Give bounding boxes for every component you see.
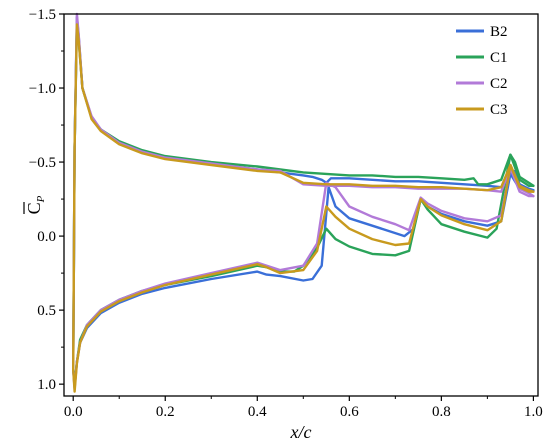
x-axis-label: x/c bbox=[290, 422, 312, 442]
y-axis-label-main: C bbox=[24, 202, 44, 214]
plot-lines bbox=[72, 12, 535, 393]
y-axis-label-subscript: P bbox=[35, 195, 47, 203]
series-line-c2-lower bbox=[72, 166, 535, 390]
x-tick-label: 0.0 bbox=[64, 404, 83, 420]
series-line-c2-upper bbox=[72, 12, 535, 371]
series-line-c3-lower bbox=[72, 163, 535, 393]
series-line-b2-upper bbox=[72, 15, 535, 371]
x-axis-ticks: 0.0 0.2 0.4 0.6 0.8 1.0 bbox=[64, 396, 543, 420]
x-tick-label: 1.0 bbox=[524, 404, 543, 420]
legend: B2 C1 C2 C3 bbox=[456, 24, 508, 118]
y-axis-label-group: CP bbox=[23, 195, 47, 214]
legend-label-c2: C2 bbox=[490, 76, 508, 92]
x-tick-label: 0.2 bbox=[156, 404, 175, 420]
series-line-c3-upper bbox=[72, 23, 535, 371]
y-tick-label: −1.0 bbox=[29, 81, 56, 97]
y-tick-label: 0.0 bbox=[37, 229, 56, 245]
y-tick-label: −1.5 bbox=[29, 7, 56, 23]
legend-label-c1: C1 bbox=[490, 50, 508, 66]
y-axis-label: CP bbox=[24, 195, 47, 214]
series-line-b2-lower bbox=[72, 172, 535, 389]
y-tick-label: 1.0 bbox=[37, 377, 56, 393]
legend-label-b2: B2 bbox=[490, 24, 508, 40]
plot-frame bbox=[63, 13, 539, 397]
x-tick-label: 0.6 bbox=[340, 404, 359, 420]
y-tick-label: 0.5 bbox=[37, 303, 56, 319]
y-tick-label: −0.5 bbox=[29, 155, 56, 171]
x-tick-label: 0.8 bbox=[432, 404, 451, 420]
y-axis-ticks: −1.5 −1.0 −0.5 0.0 0.5 1.0 bbox=[29, 7, 64, 393]
series-line-c1-upper bbox=[72, 20, 535, 371]
x-tick-label: 0.4 bbox=[248, 404, 267, 420]
legend-label-c3: C3 bbox=[490, 102, 508, 118]
